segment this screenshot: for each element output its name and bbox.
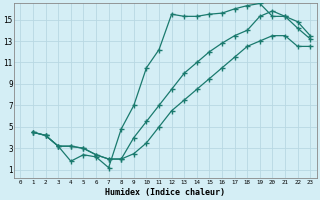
X-axis label: Humidex (Indice chaleur): Humidex (Indice chaleur) [105, 188, 225, 197]
